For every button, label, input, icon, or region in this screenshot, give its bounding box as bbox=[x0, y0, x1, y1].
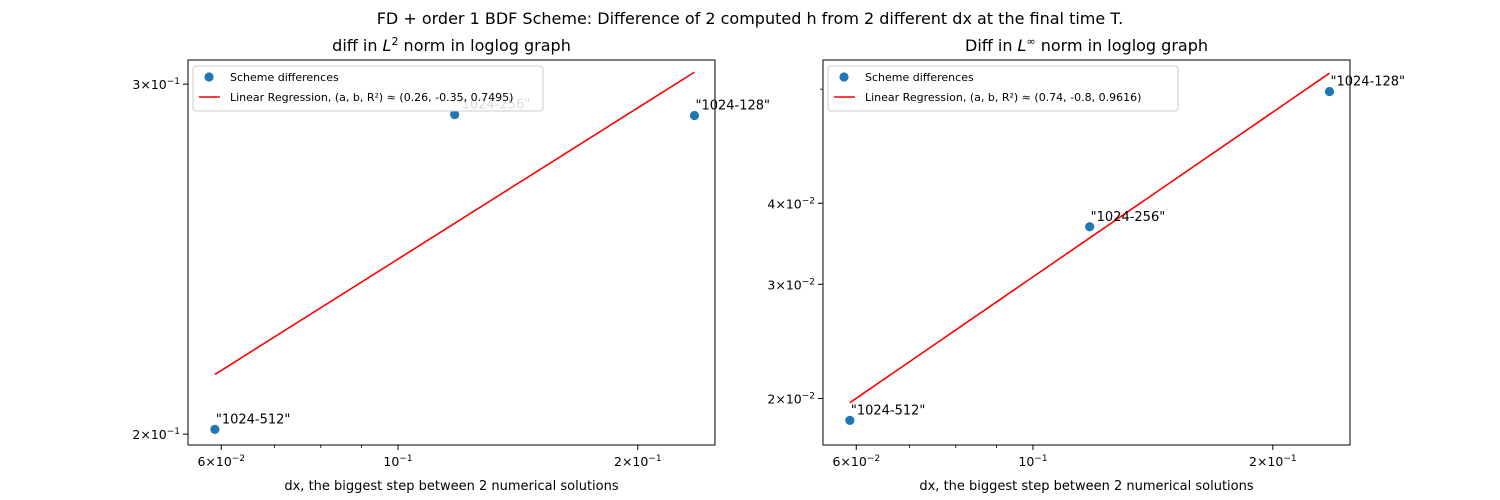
y-tick-label-1: 2×10−2 bbox=[767, 391, 815, 406]
x-axis-label: dx, the biggest step between 2 numerical… bbox=[284, 479, 618, 494]
y-tick-label-3: 4×10−2 bbox=[767, 196, 815, 211]
data-point-2 bbox=[1085, 222, 1095, 232]
legend-label-scatter: Scheme differences bbox=[230, 71, 339, 84]
legend-box bbox=[827, 65, 1179, 112]
y-tick-label-2: 3×10−1 bbox=[132, 77, 180, 92]
x-tick-label-1: 6×10−2 bbox=[832, 454, 880, 469]
chart-legend: Scheme differences Linear Regression, (a,… bbox=[827, 65, 1179, 112]
data-point-1 bbox=[845, 415, 855, 425]
point-label-1: "1024-512" bbox=[851, 403, 926, 418]
x-tick-label-2: 10−1 bbox=[1018, 454, 1047, 469]
y-tick-label-2: 3×10−2 bbox=[767, 277, 815, 292]
chart-title: diff in L2 norm in loglog graph bbox=[332, 35, 571, 56]
legend-box bbox=[192, 65, 544, 112]
axes-frame bbox=[822, 59, 1351, 446]
chart-panel-1: "1024-512""1024-256""1024-128"6×10−210−1… bbox=[132, 35, 770, 495]
chart-title: Diff in L∞ norm in loglog graph bbox=[965, 35, 1208, 56]
axes-frame bbox=[187, 59, 716, 446]
x-tick-label-3: 2×10−1 bbox=[614, 454, 662, 469]
data-point-3 bbox=[689, 110, 700, 121]
regression-line bbox=[214, 71, 695, 376]
x-tick-label-2: 10−1 bbox=[383, 454, 412, 469]
legend-label-regression: Linear Regression, (a, b, R²) ≈ (0.74, -… bbox=[865, 91, 1141, 104]
figure-suptitle: FD + order 1 BDF Scheme: Difference of 2… bbox=[377, 9, 1124, 28]
x-tick-label-3: 2×10−1 bbox=[1249, 454, 1297, 469]
data-point-3 bbox=[1324, 86, 1335, 97]
legend-scatter-marker bbox=[839, 72, 849, 82]
legend-label-regression: Linear Regression, (a, b, R²) ≈ (0.26, -… bbox=[230, 91, 513, 104]
point-label-1: "1024-512" bbox=[216, 412, 291, 427]
chart-legend: Scheme differences Linear Regression, (a,… bbox=[192, 65, 544, 112]
chart-panel-2: "1024-512" "1024-256" "1024-128" 6×10−2 10−1… bbox=[767, 35, 1405, 495]
data-point-2 bbox=[450, 109, 460, 120]
x-axis-label: dx, the biggest step between 2 numerical… bbox=[919, 479, 1253, 494]
regression-line bbox=[849, 72, 1330, 404]
point-label-3: "1024-128" bbox=[695, 98, 770, 113]
point-label-2: "1024-256" bbox=[1091, 210, 1166, 225]
x-tick-label-1: 6×10−2 bbox=[197, 454, 245, 469]
legend-scatter-marker bbox=[204, 72, 214, 82]
data-point-1 bbox=[210, 424, 220, 435]
y-tick-label-1: 2×10−1 bbox=[132, 427, 180, 442]
legend-label-scatter: Scheme differences bbox=[865, 71, 974, 84]
point-label-3: "1024-128" bbox=[1330, 75, 1405, 90]
